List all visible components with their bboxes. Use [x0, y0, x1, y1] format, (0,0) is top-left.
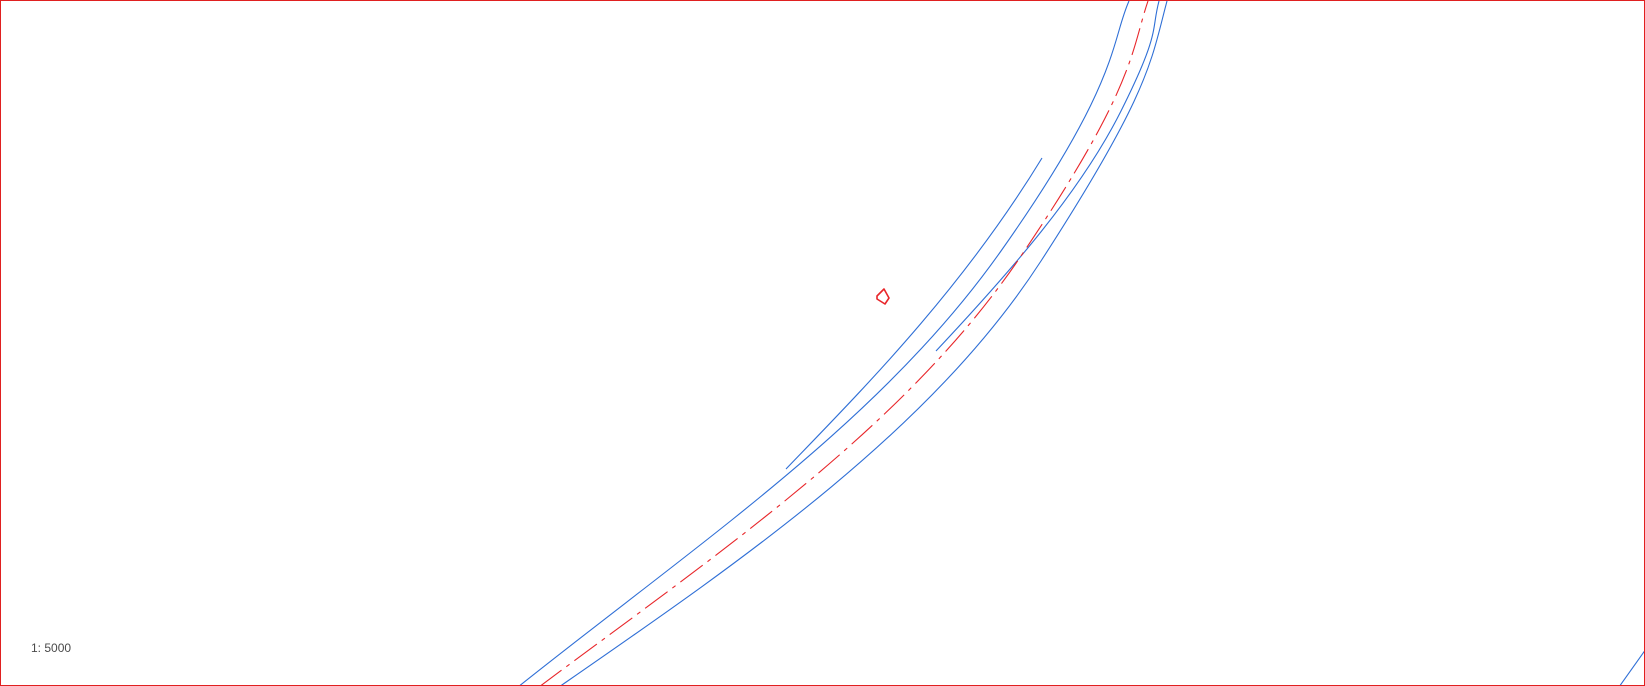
location-marker-icon[interactable]: [876, 288, 890, 305]
road-edge-outer-right: [560, 1, 1168, 685]
road-edge-outer-left: [519, 1, 1130, 685]
road-centerline: [540, 1, 1149, 685]
road-lane-line-right: [935, 1, 1160, 352]
map-scale-label: 1: 5000: [31, 641, 72, 655]
road-edge-bottom-right: [1619, 650, 1644, 685]
road-lane-line-left: [785, 157, 1043, 470]
